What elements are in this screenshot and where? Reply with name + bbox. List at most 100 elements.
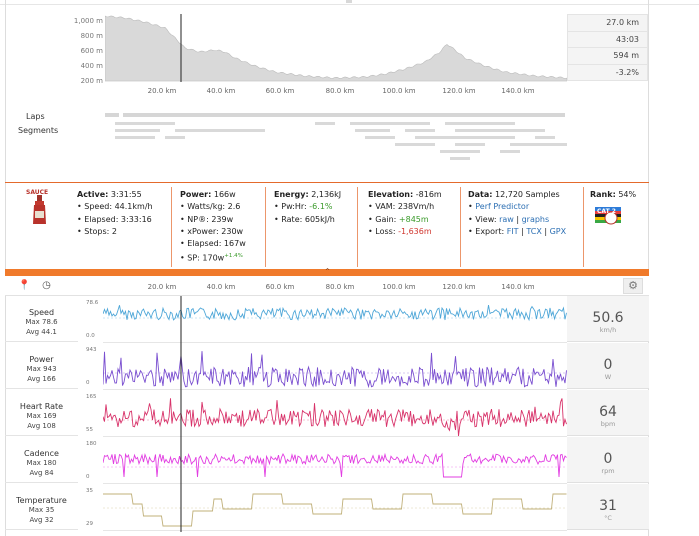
stream-name: Cadence xyxy=(24,449,59,458)
collapse-arrow-icon[interactable]: ^ xyxy=(325,268,331,275)
power-elapsed: Elapsed: 167w xyxy=(187,239,246,249)
segment-bar xyxy=(450,157,470,160)
pwhr-label: Pw:Hr: xyxy=(281,202,307,212)
elev-tick-4: 400 m xyxy=(80,62,103,70)
export-fit-link[interactable]: FIT xyxy=(506,226,519,236)
power-sp-delta: +1.4% xyxy=(224,253,243,260)
segment-bar xyxy=(175,129,265,132)
power-value: 166w xyxy=(213,190,236,199)
stream-label-2[interactable]: Heart Rate Max 169 Avg 108 xyxy=(5,390,78,436)
power-sp: SP: 170w xyxy=(187,254,225,264)
segment-bar xyxy=(440,150,480,153)
stream-label-4[interactable]: Temperature Max 35 Avg 32 xyxy=(5,484,78,530)
clock-icon[interactable]: ◷ xyxy=(42,280,51,291)
stream-unit: °C xyxy=(604,514,612,522)
stream-dist-tick-3: 60.0 km xyxy=(265,283,295,291)
laps-segments-track[interactable] xyxy=(105,112,567,160)
export-gpx-link[interactable]: GPX xyxy=(549,226,567,236)
data-value: 12,720 Samples xyxy=(495,190,560,199)
summary-divider xyxy=(583,187,584,267)
active-value: 3:31:55 xyxy=(110,190,142,199)
activity-summary: SAUCE Active: 3:31:55 • Speed: 44.1km/h … xyxy=(5,182,649,269)
elev-tick-1: 1,000 m xyxy=(73,17,103,25)
stream-axis-bottom: 0.0 xyxy=(86,333,95,339)
stream-avg: Avg 166 xyxy=(27,375,56,383)
panel-resize-bar[interactable]: ^ xyxy=(5,268,649,276)
rank-value: 54% xyxy=(618,190,637,199)
stream-line-2 xyxy=(103,398,567,437)
stream-unit: km/h xyxy=(599,326,617,334)
elev-tick-5: 200 m xyxy=(80,77,103,85)
stream-value: 64 xyxy=(599,404,617,420)
export-label: Export: xyxy=(475,226,505,236)
dist-tick-7: 140.0 km xyxy=(501,87,535,95)
dist-tick-1: 20.0 km xyxy=(147,87,177,95)
segment-bar xyxy=(455,129,545,132)
lap-bar xyxy=(123,113,565,117)
stream-axis-bottom: 0 xyxy=(86,474,90,480)
perf-predictor-link[interactable]: Perf Predictor xyxy=(475,202,530,212)
stream-value: 50.6 xyxy=(592,310,624,326)
stream-avg: Avg 84 xyxy=(29,469,54,477)
energy-value: 2,136kJ xyxy=(311,190,342,199)
stream-current-value: 31 °C xyxy=(567,484,649,530)
segment-bar xyxy=(510,143,567,146)
sauce-logo-text: SAUCE xyxy=(26,189,49,196)
stream-value: 0 xyxy=(603,357,613,373)
stream-plot-area[interactable] xyxy=(103,296,567,532)
segment-bar xyxy=(355,129,390,132)
segment-bar xyxy=(115,122,175,125)
data-column: Data: 12,720 Samples • Perf Predictor • … xyxy=(468,190,567,236)
stream-max: Max 180 xyxy=(26,459,57,467)
stream-axis-top: 165 xyxy=(86,394,97,400)
segment-bar xyxy=(365,136,395,139)
sauce-bottle-icon xyxy=(33,195,46,224)
stream-dist-tick-4: 80.0 km xyxy=(325,283,355,291)
summary-divider xyxy=(357,187,358,267)
stream-label-0[interactable]: Speed Max 78.6 Avg 44.1 xyxy=(5,296,78,342)
stream-current-value: 0 rpm xyxy=(567,437,649,483)
dist-tick-5: 100.0 km xyxy=(382,87,416,95)
location-pin-icon[interactable]: 📍 xyxy=(18,280,31,291)
selection-stats: 27.0 km 43:03 594 m -3.2% xyxy=(567,14,648,81)
loss-label: Loss: xyxy=(375,226,396,236)
energy-column: Energy: 2,136kJ • Pw:Hr: -6.1% • Rate: 6… xyxy=(274,190,342,224)
segment-bar xyxy=(500,150,520,153)
page-frame xyxy=(5,0,649,536)
stream-label-1[interactable]: Power Max 943 Avg 166 xyxy=(5,343,78,389)
stream-name: Speed xyxy=(28,308,55,317)
active-elapsed: Elapsed: 3:33:16 xyxy=(84,214,152,224)
settings-gear-icon[interactable]: ⚙ xyxy=(623,278,643,294)
stream-label-3[interactable]: Cadence Max 180 Avg 84 xyxy=(5,437,78,483)
stream-avg: Avg 44.1 xyxy=(26,328,57,336)
drag-handle[interactable] xyxy=(346,0,352,3)
power-np: NP®: 239w xyxy=(187,214,234,224)
summary-divider xyxy=(460,187,461,267)
data-title: Data: xyxy=(468,190,493,199)
stream-dist-tick-6: 120.0 km xyxy=(442,283,476,291)
stream-axis-top: 35 xyxy=(86,488,93,494)
summary-divider xyxy=(265,187,266,267)
stream-dist-tick-1: 20.0 km xyxy=(147,283,177,291)
segment-bar xyxy=(415,136,515,139)
view-raw-link[interactable]: raw xyxy=(499,214,514,224)
segment-bar xyxy=(405,129,435,132)
export-tcx-link[interactable]: TCX xyxy=(526,226,542,236)
view-graphs-link[interactable]: graphs xyxy=(521,214,550,224)
elevation-column: Elevation: -816m • VAM: 238Vm/h • Gain: … xyxy=(368,190,442,236)
stream-line-0 xyxy=(103,305,567,322)
rank-badge-icon: CAT 2 xyxy=(595,207,621,225)
gain-label: Gain: xyxy=(375,214,397,224)
elevation-chart[interactable] xyxy=(105,14,567,82)
gain-value: +845m xyxy=(398,214,429,224)
energy-rate: Rate: 605kJ/h xyxy=(281,214,335,224)
segment-bars xyxy=(115,122,567,160)
stream-axis-bottom: 29 xyxy=(86,521,93,527)
stream-dist-tick-2: 40.0 km xyxy=(206,283,236,291)
stat-distance: 27.0 km xyxy=(568,15,647,32)
stream-avg: Avg 108 xyxy=(27,422,56,430)
power-column: Power: 166w • Watts/kg: 2.6 • NP®: 239w … xyxy=(180,190,246,264)
stream-dist-tick-5: 100.0 km xyxy=(382,283,416,291)
segment-bar xyxy=(455,143,485,146)
stream-line-1 xyxy=(103,351,567,389)
